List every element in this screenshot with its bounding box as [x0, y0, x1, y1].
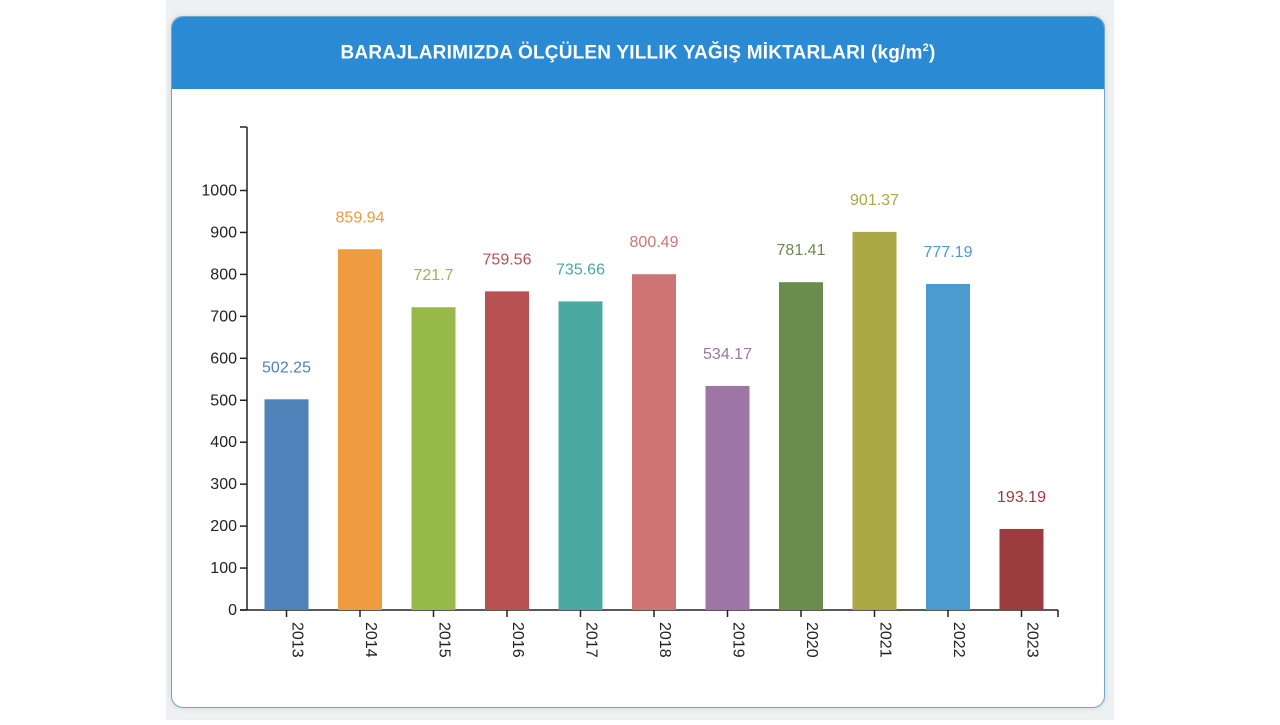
bar-2023	[999, 528, 1044, 610]
x-tick-label: 2015	[436, 622, 453, 658]
bar-value-label: 777.19	[924, 244, 973, 261]
bar-2016	[485, 291, 529, 610]
x-tick-label: 2019	[730, 622, 747, 658]
x-tick-label: 2022	[950, 622, 967, 658]
y-tick-label: 0	[228, 602, 237, 619]
x-tick-label: 2018	[656, 622, 673, 658]
card-header: BARAJLARIMIZDA ÖLÇÜLEN YILLIK YAĞIŞ MİKT…	[172, 17, 1104, 89]
bar-value-label: 901.37	[850, 192, 899, 209]
x-tick-label: 2014	[362, 622, 379, 658]
bar-value-label: 193.19	[997, 489, 1046, 506]
bar-value-label: 502.25	[262, 359, 311, 376]
bar-2021	[852, 231, 897, 610]
bar-2017	[558, 301, 603, 610]
bar-2015	[411, 307, 456, 610]
bar-2018	[632, 274, 676, 610]
y-tick-label: 500	[210, 392, 237, 409]
x-tick-label: 2021	[877, 622, 894, 658]
chart-title-end: )	[928, 42, 936, 64]
chart-title: BARAJLARIMIZDA ÖLÇÜLEN YILLIK YAĞIŞ MİKT…	[340, 42, 935, 64]
y-tick-label: 400	[210, 434, 237, 451]
y-tick-label: 1000	[201, 183, 237, 200]
bar-value-label: 800.49	[630, 234, 679, 251]
bar-value-label: 859.94	[336, 209, 385, 226]
bar-value-label: 735.66	[556, 261, 605, 278]
y-tick-label: 800	[210, 266, 237, 283]
x-tick-label: 2023	[1024, 622, 1041, 658]
chart-title-text: BARAJLARIMIZDA ÖLÇÜLEN YILLIK YAĞIŞ MİKT…	[340, 42, 923, 64]
y-tick-label: 600	[210, 350, 237, 367]
chart-title-superscript: 2	[922, 41, 929, 54]
x-tick-label: 2013	[289, 622, 306, 658]
bar-2013	[264, 399, 309, 610]
y-tick-label: 300	[210, 476, 237, 493]
x-tick-label: 2016	[509, 622, 526, 658]
bar-2014	[338, 249, 382, 610]
bar-value-label: 534.17	[703, 346, 752, 363]
bar-2019	[705, 385, 750, 610]
bar-2022	[926, 283, 970, 610]
x-tick-label: 2020	[803, 622, 820, 658]
y-tick-label: 700	[210, 308, 237, 325]
y-tick-label: 100	[210, 560, 237, 577]
y-tick-label: 900	[210, 224, 237, 241]
bar-value-label: 721.7	[413, 267, 453, 284]
bar-2020	[779, 282, 823, 610]
x-tick-label: 2017	[583, 622, 600, 658]
bar-value-label: 781.41	[777, 242, 826, 259]
bar-value-label: 759.56	[483, 251, 532, 268]
y-tick-label: 200	[210, 518, 237, 535]
